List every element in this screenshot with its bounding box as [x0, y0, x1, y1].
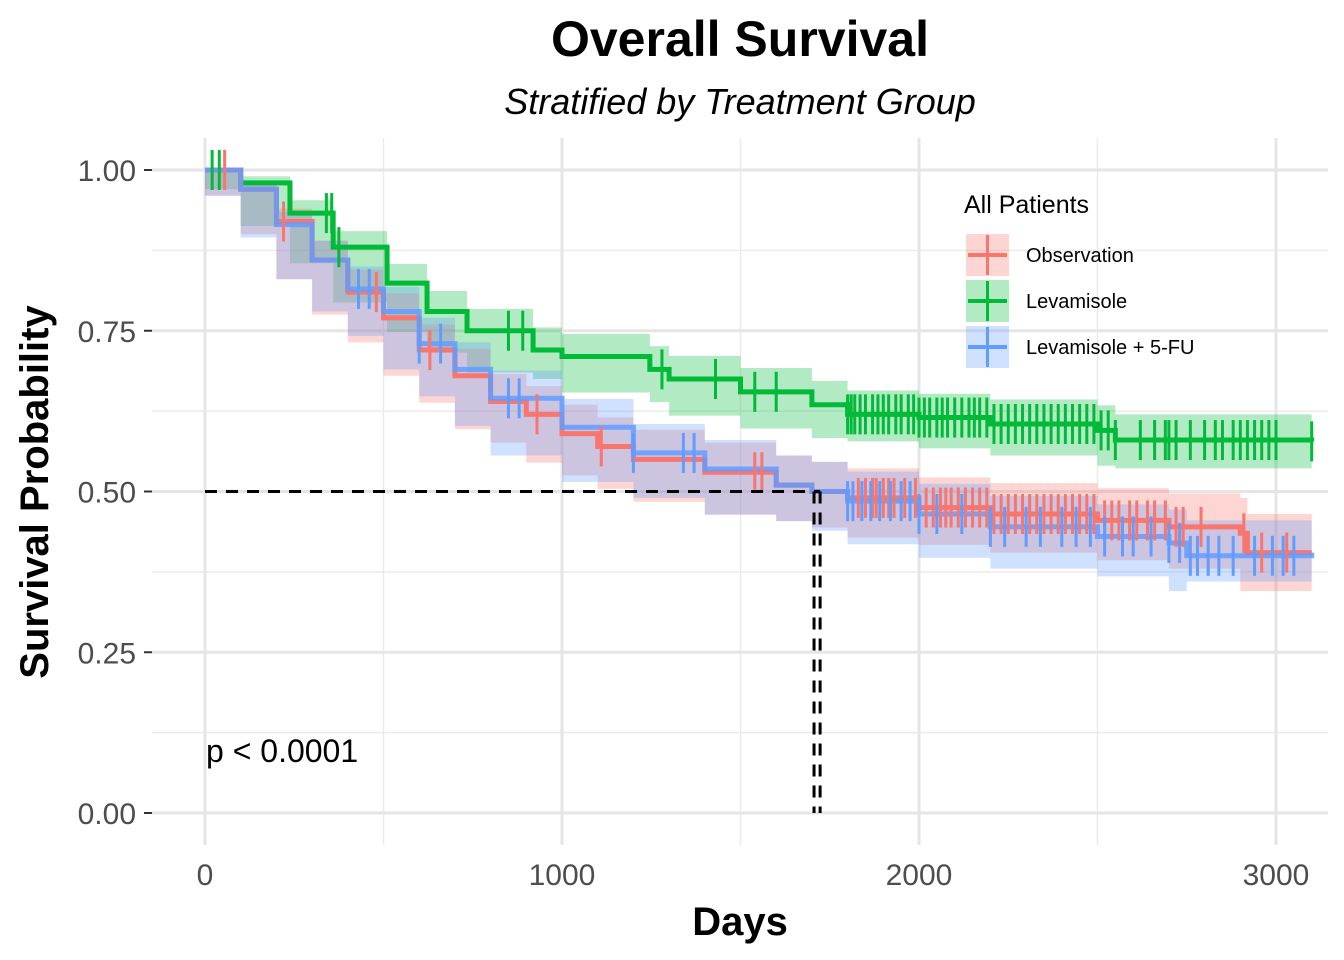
legend-label: Levamisole + 5-FU — [1026, 337, 1194, 359]
censor-marks — [210, 150, 1314, 576]
x-axis-title: Days — [692, 900, 788, 944]
p-value-annotation: p < 0.0001 — [206, 733, 358, 769]
legend-label: Levamisole — [1026, 291, 1127, 313]
x-tick-label: 1000 — [529, 859, 596, 892]
legend-item-levamisole: Levamisole — [966, 280, 1127, 322]
legend-title: All Patients — [964, 191, 1089, 219]
y-tick-label: 0.50 — [78, 477, 136, 510]
confidence-bands — [205, 170, 1312, 592]
chart-subtitle: Stratified by Treatment Group — [504, 81, 976, 122]
x-tick-label: 0 — [197, 859, 214, 892]
legend: All Patients Observation Levamisole Levami… — [964, 191, 1194, 368]
x-tick-label: 2000 — [886, 859, 953, 892]
chart-title: Overall Survival — [551, 11, 929, 67]
axis-ticks: 0 1000 2000 3000 0.00 0.25 0.50 0.75 1.00 — [78, 155, 1310, 892]
y-tick-label: 0.25 — [78, 637, 136, 670]
legend-item-levamisole-5-fu: Levamisole + 5-FU — [966, 326, 1194, 368]
y-tick-label: 0.00 — [78, 798, 136, 831]
legend-item-observation: Observation — [966, 234, 1134, 276]
survival-curve-levamisole — [205, 167, 1315, 443]
y-tick-label: 0.75 — [78, 316, 136, 349]
ci-band-levamisole-5-fu — [205, 170, 1312, 592]
y-tick-label: 1.00 — [78, 155, 136, 188]
ci-band-observation — [205, 170, 1312, 592]
x-tick-label: 3000 — [1243, 859, 1310, 892]
median-lines — [205, 490, 822, 813]
y-axis-title: Survival Probability — [13, 305, 57, 679]
legend-label: Observation — [1026, 245, 1134, 267]
